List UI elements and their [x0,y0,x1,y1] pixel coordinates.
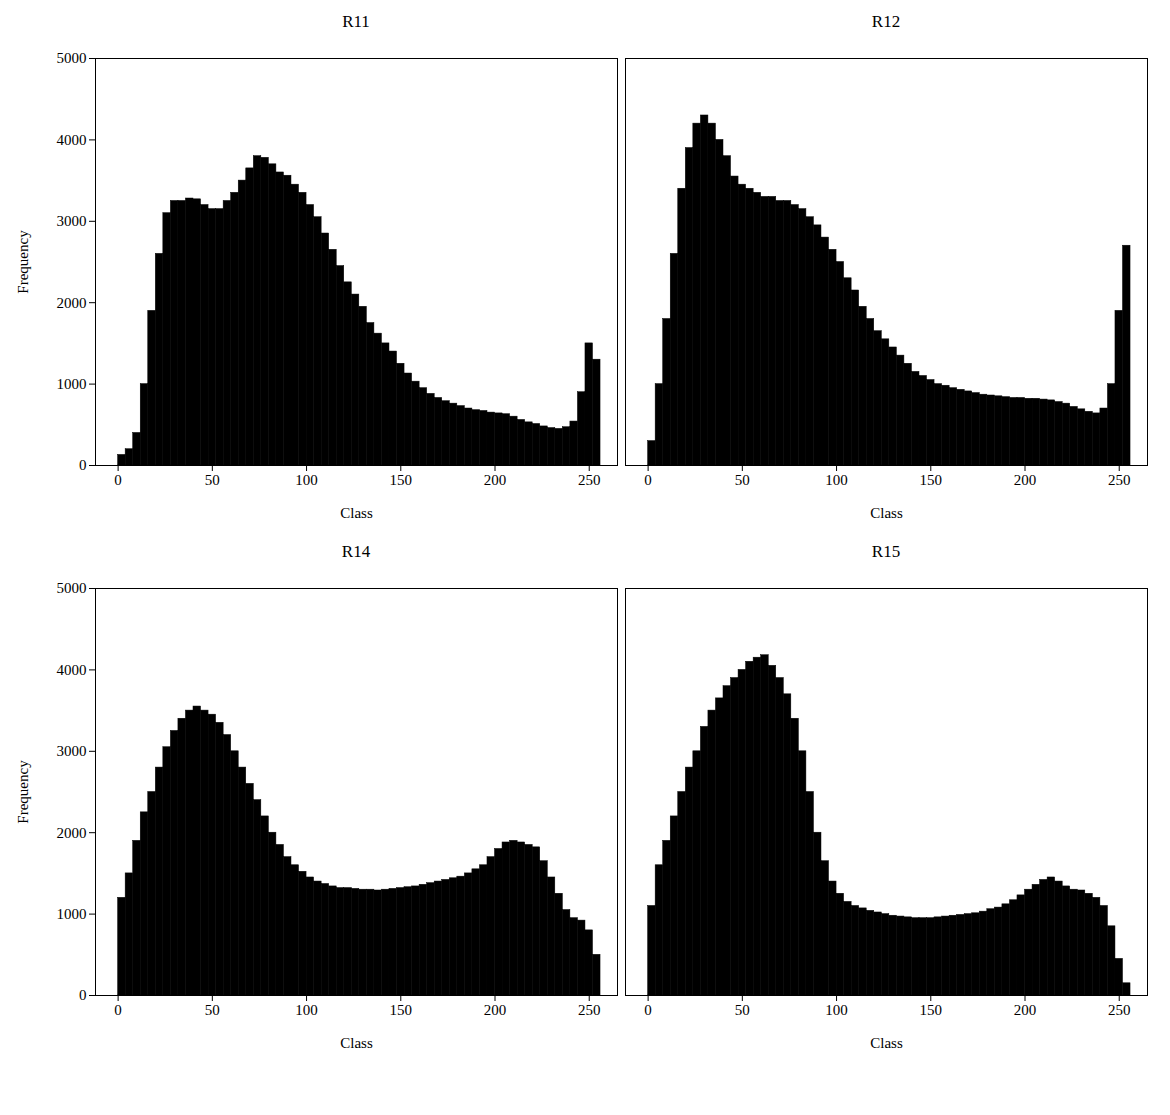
svg-text:250: 250 [578,472,601,488]
svg-text:200: 200 [484,472,507,488]
svg-text:Class: Class [340,505,373,521]
svg-text:0: 0 [114,472,122,488]
svg-text:5000: 5000 [57,580,87,596]
svg-text:4000: 4000 [57,662,87,678]
svg-text:250: 250 [1108,1002,1131,1018]
svg-text:150: 150 [920,1002,943,1018]
svg-text:250: 250 [578,1002,601,1018]
svg-text:150: 150 [390,472,413,488]
svg-text:4000: 4000 [57,132,87,148]
svg-text:Frequency: Frequency [15,760,31,824]
svg-text:50: 50 [735,472,750,488]
svg-text:3000: 3000 [57,213,87,229]
html-text:R11: R11 [342,12,370,31]
svg-text:1000: 1000 [57,376,87,392]
svg-text:3000: 3000 [57,743,87,759]
svg-text:0: 0 [644,472,652,488]
svg-text:50: 50 [205,1002,220,1018]
svg-text:0: 0 [644,1002,652,1018]
svg-text:100: 100 [295,1002,318,1018]
svg-text:250: 250 [1108,472,1131,488]
svg-text:150: 150 [920,472,943,488]
svg-text:0: 0 [79,457,87,473]
svg-text:Class: Class [870,1035,903,1051]
svg-text:50: 50 [735,1002,750,1018]
svg-text:Frequency: Frequency [15,230,31,294]
svg-text:200: 200 [1014,472,1037,488]
html-text:R15: R15 [871,542,901,561]
svg-text:100: 100 [825,472,848,488]
svg-text:200: 200 [1014,1002,1037,1018]
svg-text:0: 0 [79,987,87,1003]
svg-text:100: 100 [825,1002,848,1018]
svg-text:200: 200 [484,1002,507,1018]
svg-text:2000: 2000 [57,295,87,311]
svg-text:100: 100 [295,472,318,488]
svg-text:5000: 5000 [57,50,87,66]
html-text:R14: R14 [341,542,371,561]
svg-text:1000: 1000 [57,906,87,922]
html-text:R12: R12 [871,12,901,31]
svg-text:0: 0 [114,1002,122,1018]
svg-text:Class: Class [870,505,903,521]
svg-text:50: 50 [205,472,220,488]
svg-text:2000: 2000 [57,825,87,841]
svg-text:Class: Class [340,1035,373,1051]
svg-text:150: 150 [390,1002,413,1018]
